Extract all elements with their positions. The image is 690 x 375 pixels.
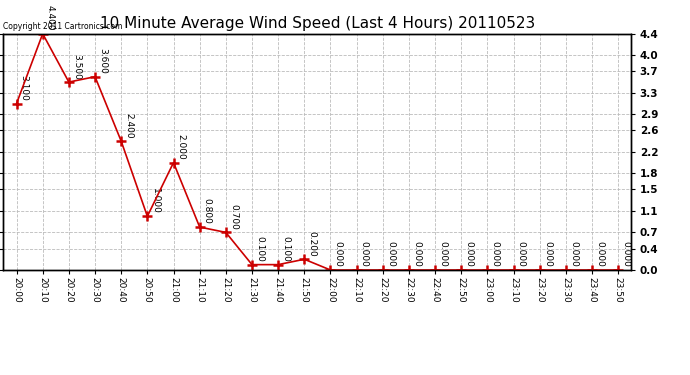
Text: 0.800: 0.800 bbox=[203, 198, 212, 224]
Text: 0.000: 0.000 bbox=[412, 242, 421, 267]
Text: 0.100: 0.100 bbox=[255, 236, 264, 262]
Text: 3.500: 3.500 bbox=[72, 54, 81, 80]
Text: 0.000: 0.000 bbox=[464, 242, 473, 267]
Title: 10 Minute Average Wind Speed (Last 4 Hours) 20110523: 10 Minute Average Wind Speed (Last 4 Hou… bbox=[100, 16, 535, 31]
Text: 0.000: 0.000 bbox=[517, 242, 526, 267]
Text: 0.200: 0.200 bbox=[308, 231, 317, 256]
Text: 2.000: 2.000 bbox=[177, 134, 186, 160]
Text: 1.000: 1.000 bbox=[150, 188, 159, 214]
Text: 2.400: 2.400 bbox=[124, 113, 133, 138]
Text: 0.000: 0.000 bbox=[359, 242, 368, 267]
Text: 0.000: 0.000 bbox=[595, 242, 604, 267]
Text: 0.000: 0.000 bbox=[622, 242, 631, 267]
Text: Copyright 2011 Cartronics.com: Copyright 2011 Cartronics.com bbox=[3, 22, 123, 32]
Text: 0.000: 0.000 bbox=[491, 242, 500, 267]
Text: 3.600: 3.600 bbox=[98, 48, 107, 74]
Text: 0.000: 0.000 bbox=[569, 242, 578, 267]
Text: 0.000: 0.000 bbox=[543, 242, 552, 267]
Text: 3.100: 3.100 bbox=[20, 75, 29, 101]
Text: 0.000: 0.000 bbox=[334, 242, 343, 267]
Text: 4.400: 4.400 bbox=[46, 6, 55, 31]
Text: 0.100: 0.100 bbox=[282, 236, 290, 262]
Text: 0.000: 0.000 bbox=[386, 242, 395, 267]
Text: 0.000: 0.000 bbox=[438, 242, 447, 267]
Text: 0.700: 0.700 bbox=[229, 204, 238, 230]
